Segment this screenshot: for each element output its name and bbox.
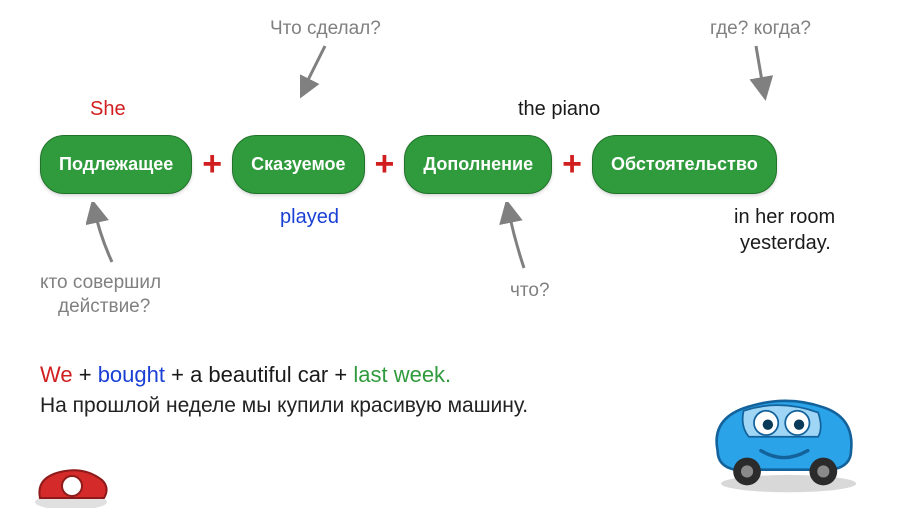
example-en: We + bought + a beautiful car + last wee… [40, 362, 640, 388]
ex-p3: + [328, 362, 353, 387]
ex-p1: + [73, 362, 98, 387]
word-played: played [280, 206, 339, 229]
ex-p2: + [165, 362, 190, 387]
question-adverb: где? когда? [710, 18, 811, 40]
plus-2-icon: + [365, 145, 405, 184]
red-object-icon [26, 458, 116, 508]
pill-row: Подлежащее + Сказуемое + Дополнение + Об… [40, 130, 860, 198]
car-icon [690, 364, 870, 494]
question-verb: Что сделал? [270, 18, 381, 40]
pill-object: Дополнение [404, 135, 552, 194]
example-ru: На прошлой неделе мы купили красивую маш… [40, 394, 640, 418]
ex-we: We [40, 362, 73, 387]
arrow-bottom-right-icon [498, 202, 558, 278]
plus-1-icon: + [192, 145, 232, 184]
arrow-top-right-icon [738, 42, 798, 102]
ex-car: a beautiful car [190, 362, 328, 387]
pill-adverb: Обстоятельство [592, 135, 777, 194]
example-sentence: We + bought + a beautiful car + last wee… [40, 362, 640, 418]
question-subject-1: кто совершил [40, 272, 161, 294]
ex-bought: bought [98, 362, 165, 387]
arrow-top-left-icon [300, 42, 360, 102]
pill-predicate: Сказуемое [232, 135, 364, 194]
word-she: She [90, 98, 126, 121]
example-words-row: She the piano [0, 98, 900, 128]
plus-3-icon: + [552, 145, 592, 184]
question-object: что? [510, 280, 550, 302]
arrow-bottom-left-icon [86, 202, 146, 272]
question-subject-2: действие? [58, 296, 150, 318]
word-room1: in her room [734, 206, 835, 229]
ex-lastweek: last week. [353, 362, 451, 387]
word-piano: the piano [518, 98, 600, 121]
pill-subject: Подлежащее [40, 135, 192, 194]
word-room2: yesterday. [740, 232, 831, 255]
